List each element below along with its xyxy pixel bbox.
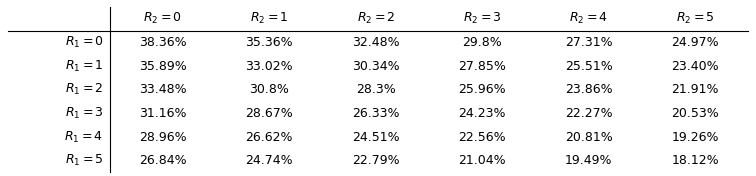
- Text: 28.3%: 28.3%: [356, 83, 395, 96]
- Text: 23.86%: 23.86%: [565, 83, 612, 96]
- Text: 21.04%: 21.04%: [458, 154, 506, 167]
- Text: 33.48%: 33.48%: [139, 83, 187, 96]
- Text: 22.27%: 22.27%: [565, 107, 612, 120]
- Text: $R_2=0$: $R_2=0$: [144, 11, 182, 26]
- Text: 24.23%: 24.23%: [459, 107, 506, 120]
- Text: $R_2=3$: $R_2=3$: [463, 11, 502, 26]
- Text: 25.51%: 25.51%: [565, 60, 612, 73]
- Text: 28.96%: 28.96%: [139, 131, 187, 144]
- Text: $R_1=2$: $R_1=2$: [65, 82, 104, 97]
- Text: 29.8%: 29.8%: [463, 36, 502, 49]
- Text: $R_2=4$: $R_2=4$: [569, 11, 609, 26]
- Text: 24.97%: 24.97%: [671, 36, 719, 49]
- Text: 20.53%: 20.53%: [671, 107, 719, 120]
- Text: 24.74%: 24.74%: [246, 154, 293, 167]
- Text: 35.89%: 35.89%: [139, 60, 187, 73]
- Text: 22.56%: 22.56%: [458, 131, 506, 144]
- Text: $R_2=1$: $R_2=1$: [250, 11, 289, 26]
- Text: $R_1=3$: $R_1=3$: [65, 106, 104, 121]
- Text: 20.81%: 20.81%: [565, 131, 612, 144]
- Text: 19.49%: 19.49%: [565, 154, 612, 167]
- Text: 31.16%: 31.16%: [139, 107, 187, 120]
- Text: 19.26%: 19.26%: [671, 131, 719, 144]
- Text: 28.67%: 28.67%: [246, 107, 293, 120]
- Text: 21.91%: 21.91%: [671, 83, 719, 96]
- Text: 35.36%: 35.36%: [246, 36, 293, 49]
- Text: 30.34%: 30.34%: [352, 60, 400, 73]
- Text: 22.79%: 22.79%: [352, 154, 400, 167]
- Text: 26.33%: 26.33%: [352, 107, 399, 120]
- Text: $R_1=0$: $R_1=0$: [64, 35, 104, 50]
- Text: 38.36%: 38.36%: [139, 36, 187, 49]
- Text: 24.51%: 24.51%: [352, 131, 400, 144]
- Text: 27.31%: 27.31%: [565, 36, 612, 49]
- Text: 33.02%: 33.02%: [246, 60, 293, 73]
- Text: 26.84%: 26.84%: [139, 154, 187, 167]
- Text: 30.8%: 30.8%: [249, 83, 290, 96]
- Text: 32.48%: 32.48%: [352, 36, 400, 49]
- Text: $R_1=1$: $R_1=1$: [65, 59, 104, 74]
- Text: $R_1=5$: $R_1=5$: [65, 153, 104, 168]
- Text: 27.85%: 27.85%: [458, 60, 507, 73]
- Text: 23.40%: 23.40%: [671, 60, 719, 73]
- Text: 25.96%: 25.96%: [458, 83, 506, 96]
- Text: 26.62%: 26.62%: [246, 131, 293, 144]
- Text: $R_2=2$: $R_2=2$: [357, 11, 395, 26]
- Text: $R_1=4$: $R_1=4$: [64, 130, 104, 144]
- Text: $R_2=5$: $R_2=5$: [676, 11, 714, 26]
- Text: 18.12%: 18.12%: [671, 154, 719, 167]
